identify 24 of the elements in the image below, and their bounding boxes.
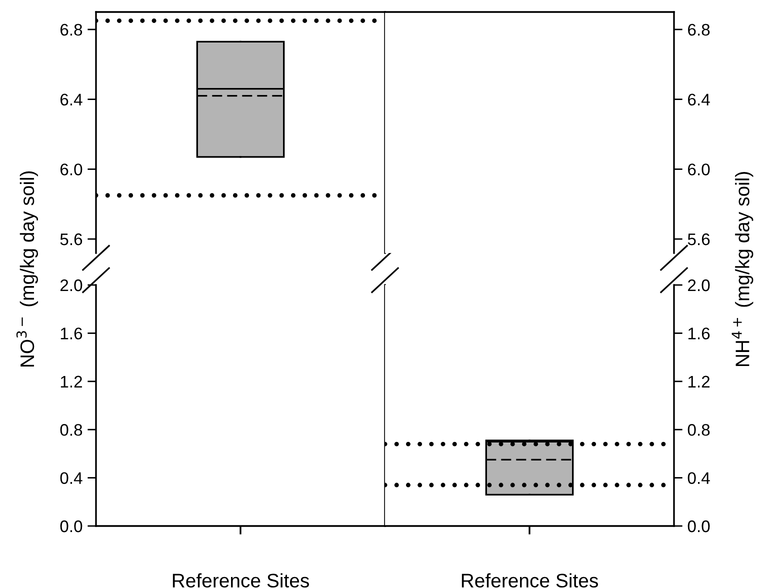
y-axis-title: NO$^{3−}$ (mg/kg day soil) — [16, 171, 38, 366]
y-tick-label: 0.4 — [60, 472, 82, 484]
y2-tick-label: 2.0 — [688, 279, 710, 292]
x-tick-label: Reference Sites — [462, 573, 598, 588]
y-tick-label: 6.8 — [60, 24, 82, 36]
y-tick-label: 1.6 — [60, 328, 82, 340]
y2-tick-label: 6.0 — [688, 164, 710, 176]
y-tick-label: 2.0 — [60, 279, 82, 292]
y2-tick-label: 6.4 — [688, 94, 710, 106]
y-tick-label: 1.2 — [60, 376, 82, 388]
x-tick-label: Reference Sites — [172, 573, 309, 588]
y-tick-label: 6.4 — [60, 94, 82, 106]
y2-tick-label: 0.0 — [688, 520, 710, 532]
y-tick-label: 0.8 — [60, 424, 82, 436]
y-tick-label: 5.6 — [60, 233, 82, 246]
y2-tick-label: 6.8 — [688, 24, 710, 36]
y-tick-label: 6.0 — [60, 164, 82, 176]
y2-axis-title: NH$^{4+}$ (mg/kg day soil) — [732, 172, 754, 366]
y2-tick-label: 1.2 — [688, 376, 710, 388]
y2-tick-label: 0.8 — [688, 424, 710, 436]
y2-tick-label: 1.6 — [688, 328, 710, 340]
y2-tick-label: 5.6 — [688, 233, 710, 246]
y-tick-label: 0.0 — [60, 520, 82, 532]
y2-tick-label: 0.4 — [688, 472, 710, 484]
